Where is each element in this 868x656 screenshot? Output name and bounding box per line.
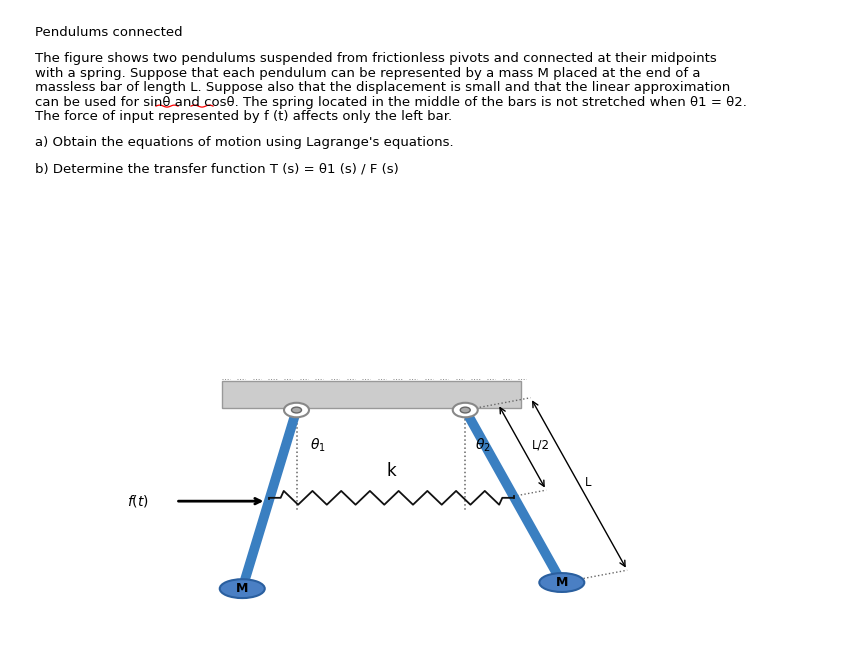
Text: L/2: L/2 [531,439,549,452]
Text: a) Obtain the equations of motion using Lagrange's equations.: a) Obtain the equations of motion using … [35,136,454,149]
Text: L: L [585,476,592,489]
Bar [221,381,522,408]
Text: with a spring. Suppose that each pendulum can be represented by a mass M placed : with a spring. Suppose that each pendulu… [35,67,700,79]
Circle shape [292,407,301,413]
Text: can be used for sinθ and cosθ. The spring located in the middle of the bars is n: can be used for sinθ and cosθ. The sprin… [35,96,746,109]
Ellipse shape [220,579,265,598]
Text: b) Determine the transfer function T (s) = θ1 (s) / F (s): b) Determine the transfer function T (s)… [35,162,398,175]
Circle shape [284,403,309,417]
Ellipse shape [539,573,584,592]
Circle shape [460,407,470,413]
Text: $\theta_2$: $\theta_2$ [475,436,490,453]
Text: $f(t)$: $f(t)$ [128,493,149,509]
Text: massless bar of length L. Suppose also that the displacement is small and that t: massless bar of length L. Suppose also t… [35,81,730,94]
Text: M: M [556,576,568,589]
Text: $\theta_1$: $\theta_1$ [310,436,326,453]
Text: The force of input represented by f (t) affects only the left bar.: The force of input represented by f (t) … [35,110,452,123]
Text: Pendulums connected: Pendulums connected [35,26,182,39]
Text: M: M [236,582,248,595]
Text: The figure shows two pendulums suspended from frictionless pivots and connected : The figure shows two pendulums suspended… [35,52,717,65]
Text: k: k [386,462,397,480]
Circle shape [453,403,477,417]
